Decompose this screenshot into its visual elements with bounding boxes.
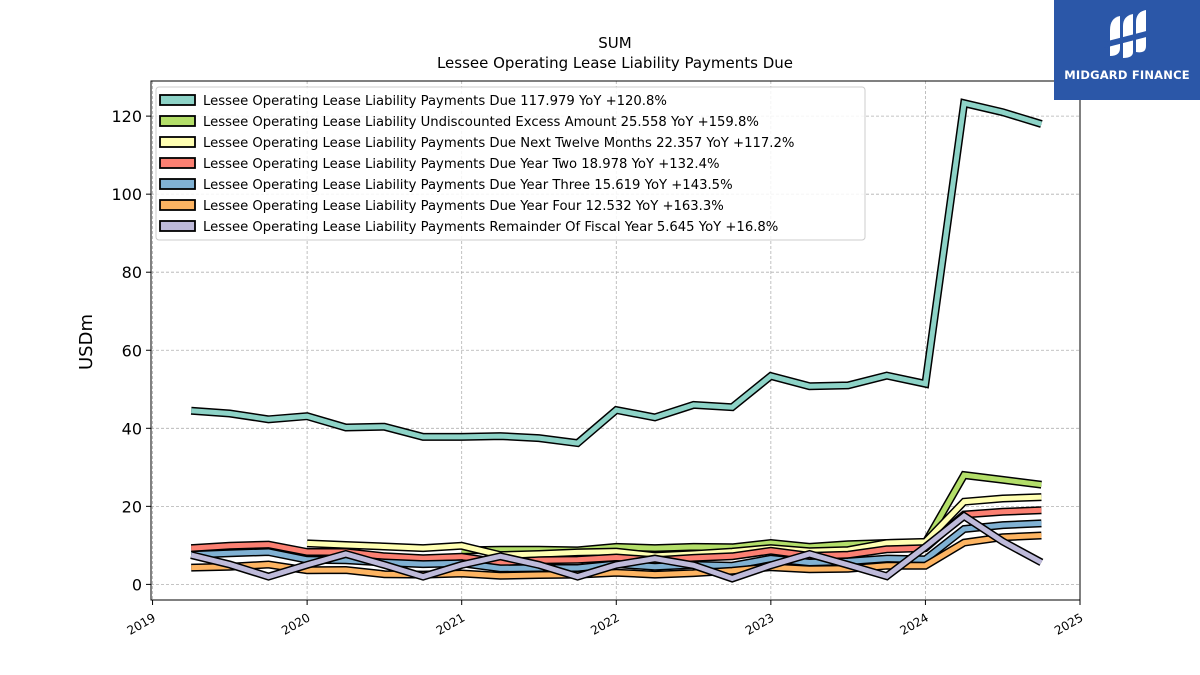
chart-subtitle: Lessee Operating Lease Liability Payment… bbox=[437, 54, 793, 72]
x-tick-label: 2025 bbox=[1052, 610, 1085, 637]
legend-entry-label: Lessee Operating Lease Liability Payment… bbox=[203, 199, 724, 214]
x-tick-label: 2019 bbox=[125, 610, 158, 637]
legend: Lessee Operating Lease Liability Payment… bbox=[155, 86, 866, 241]
legend-box bbox=[155, 86, 866, 241]
legend-swatch bbox=[159, 220, 196, 232]
legend-swatch bbox=[159, 157, 196, 169]
legend-swatch bbox=[159, 94, 196, 106]
y-tick-label: 40 bbox=[122, 419, 142, 438]
x-tick-label: 2023 bbox=[743, 610, 776, 637]
axes-frame bbox=[150, 80, 1081, 601]
legend-entry-label: Lessee Operating Lease Liability Payment… bbox=[203, 157, 720, 172]
series-line-6 bbox=[190, 513, 1043, 582]
legend-entry-label: Lessee Operating Lease Liability Payment… bbox=[203, 94, 667, 109]
midgard-logo-icon bbox=[1104, 10, 1150, 58]
legend-swatch bbox=[159, 199, 196, 211]
y-tick-label: 60 bbox=[122, 341, 142, 360]
legend-entry-label: Lessee Operating Lease Liability Payment… bbox=[203, 136, 794, 151]
plot-area: 0 20 40 60 80 100 120 2019 2020 2021 2022 2023 2024 2… bbox=[111, 80, 1086, 638]
y-tick-label: 80 bbox=[122, 263, 142, 282]
y-tick-label: 100 bbox=[111, 185, 142, 204]
series-line-3 bbox=[191, 507, 1042, 566]
y-axis-label: USDm bbox=[76, 314, 97, 370]
chart-title: SUM bbox=[598, 34, 631, 52]
y-tick-label: 120 bbox=[111, 107, 142, 126]
series-line-0 bbox=[191, 100, 1043, 446]
legend-entry-label: Lessee Operating Lease Liability Payment… bbox=[203, 178, 733, 193]
legend-entry-label: Lessee Operating Lease Liability Undisco… bbox=[203, 115, 759, 130]
x-tick-label: 2022 bbox=[588, 610, 621, 637]
x-tick-label: 2024 bbox=[897, 610, 930, 637]
brand-name: MIDGARD FINANCE bbox=[1064, 68, 1190, 82]
y-tick-label: 20 bbox=[122, 497, 142, 516]
legend-swatch bbox=[159, 115, 196, 127]
brand-logo: MIDGARD FINANCE bbox=[1054, 0, 1200, 100]
x-tick-label: 2021 bbox=[434, 610, 467, 637]
x-tick-label: 2020 bbox=[279, 610, 312, 637]
legend-swatch bbox=[159, 178, 196, 190]
series-line-2 bbox=[306, 494, 1042, 559]
legend-entry-label: Lessee Operating Lease Liability Payment… bbox=[203, 220, 778, 235]
y-tick-label: 0 bbox=[132, 575, 142, 594]
legend-swatch bbox=[159, 136, 196, 148]
